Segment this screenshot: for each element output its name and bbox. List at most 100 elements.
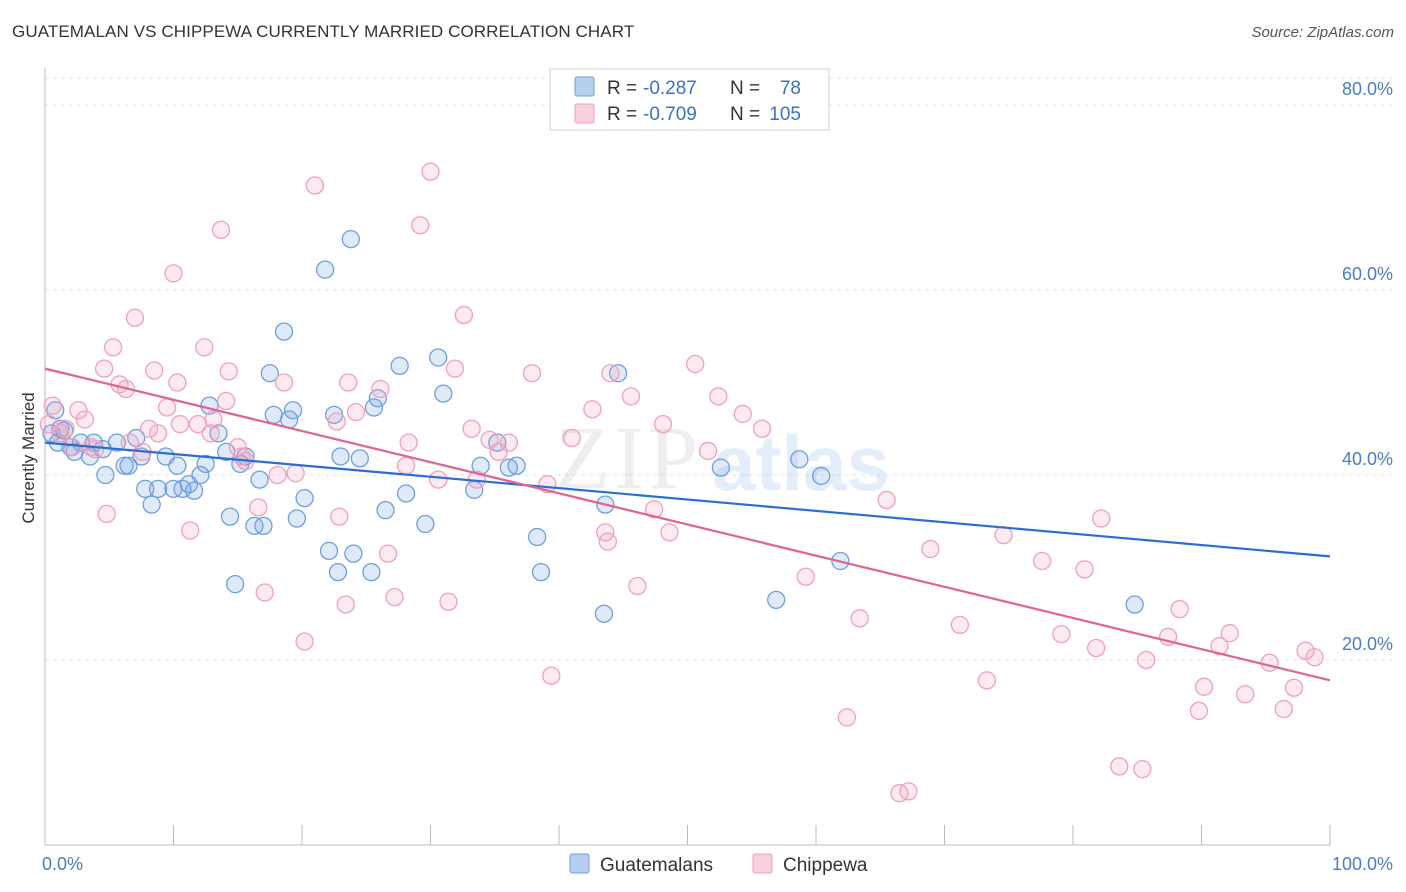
data-point (594, 604, 614, 623)
data-point (139, 419, 159, 438)
data-point (274, 322, 294, 341)
data-point (260, 364, 280, 383)
data-point (1092, 509, 1111, 528)
data-point (507, 456, 526, 475)
data-point (211, 220, 231, 240)
legend-n-label: N = (730, 78, 760, 99)
data-point (331, 447, 350, 466)
data-point (890, 784, 909, 803)
legend-r-label: R = (607, 104, 637, 125)
data-point (1194, 677, 1214, 696)
data-point (399, 433, 418, 452)
legend-n-value: 105 (769, 104, 801, 125)
data-point (950, 615, 970, 634)
data-point (499, 433, 519, 452)
data-point (850, 609, 869, 628)
data-point (255, 583, 274, 602)
x-tick-label: 0.0% (42, 854, 83, 874)
data-point (96, 465, 115, 485)
data-point (315, 260, 335, 279)
data-point (295, 488, 314, 508)
data-point (644, 500, 664, 519)
legend-n-value: 78 (780, 78, 801, 99)
data-point (1220, 624, 1239, 643)
data-point (341, 229, 360, 249)
data-point (201, 424, 220, 443)
data-point (268, 465, 287, 485)
data-point (1137, 650, 1156, 670)
data-point (977, 671, 997, 690)
data-point (411, 216, 430, 235)
data-point (305, 176, 325, 195)
data-point (416, 514, 435, 534)
y-axis-label: Currently Married (19, 392, 38, 523)
legend-r-value: -0.709 (643, 104, 697, 125)
data-point (921, 539, 940, 559)
data-point (56, 419, 75, 438)
data-point (445, 359, 465, 378)
data-point (1110, 757, 1129, 776)
data-point (286, 463, 305, 483)
data-point (752, 419, 772, 438)
data-point (621, 387, 641, 406)
legend-swatch-guatemalans (574, 76, 595, 97)
data-point (75, 410, 94, 429)
data-point (184, 481, 204, 500)
data-point (107, 433, 127, 452)
data-point (429, 348, 448, 367)
data-point (711, 458, 731, 477)
data-point (339, 373, 358, 392)
data-point (43, 396, 62, 415)
bottom-legend-swatch-chippewa (752, 853, 773, 874)
data-point (562, 428, 581, 448)
data-point (69, 401, 88, 420)
y-tick-label: 20.0% (1342, 634, 1393, 654)
data-point (899, 782, 918, 801)
data-point (653, 414, 673, 434)
data-point (733, 404, 752, 424)
data-point (371, 379, 390, 399)
data-point (378, 544, 398, 563)
data-point (364, 398, 384, 417)
data-point (350, 449, 369, 468)
data-point (608, 364, 628, 383)
data-point (790, 450, 809, 469)
data-point (336, 595, 355, 614)
data-point (204, 410, 223, 429)
data-point (219, 362, 238, 381)
data-point (877, 490, 896, 510)
bottom-legend-swatch-guatemalans (569, 853, 590, 874)
data-point (217, 391, 236, 411)
data-point (283, 401, 303, 420)
data-point (1305, 648, 1324, 667)
data-point (376, 500, 395, 520)
data-point (142, 495, 161, 514)
data-point (709, 387, 728, 406)
data-point (1296, 641, 1315, 660)
data-point (191, 465, 210, 485)
data-point (157, 398, 177, 417)
data-point (531, 562, 551, 582)
data-point (628, 576, 647, 596)
data-point (330, 507, 349, 526)
legend-box: R = -0.287 N = 78 R = -0.709 N = 105 (549, 68, 830, 131)
grid-lines (45, 77, 1392, 661)
data-point (837, 708, 856, 727)
data-point (264, 405, 283, 425)
data-point (385, 587, 404, 607)
data-point (1260, 653, 1279, 672)
data-point (287, 509, 307, 528)
data-point (327, 412, 346, 431)
data-point (85, 439, 105, 459)
data-point (1033, 551, 1052, 571)
x-tick-label: 100.0% (1332, 854, 1393, 874)
data-point (164, 264, 183, 283)
data-point (195, 338, 214, 357)
data-point (522, 364, 542, 383)
data-point (274, 373, 294, 392)
legend-r-value: -0.287 (643, 78, 697, 99)
data-point (62, 438, 82, 457)
data-point (396, 456, 416, 475)
data-point (168, 456, 187, 475)
data-point (660, 523, 679, 542)
